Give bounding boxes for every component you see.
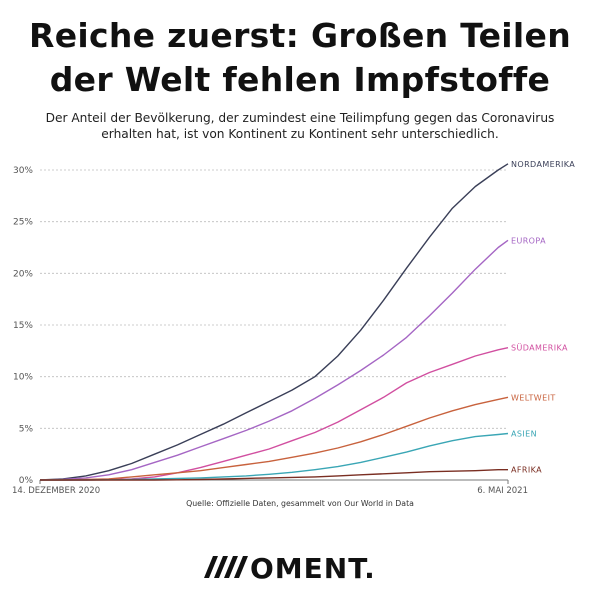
chart-title: Reiche zuerst: Großen Teilen der Welt fe… <box>0 14 600 102</box>
series-line-europa <box>39 239 509 481</box>
series-label-nordamerika: NORDAMERIKA <box>511 160 575 169</box>
y-tick-label: 15% <box>13 321 33 331</box>
svg-text:OMENT.: OMENT. <box>250 552 376 582</box>
series-line-afrika <box>40 469 508 481</box>
series-layer <box>39 163 509 481</box>
y-tick-label: 30% <box>13 166 33 176</box>
y-tick-label: 5% <box>19 424 34 434</box>
series-label-asien: ASIEN <box>511 430 537 439</box>
series-label-sdamerika: SÜDAMERIKA <box>511 343 568 353</box>
series-label-afrika: AFRIKA <box>511 466 542 475</box>
label-layer: NORDAMERIKA EUROPA SÜDAMERIKA WELTWEIT ASIEN… <box>511 160 575 475</box>
subtitle-line-1: Der Anteil der Bevölkerung, der zumindes… <box>45 111 555 125</box>
chart-subtitle: Der Anteil der Bevölkerung, der zumindes… <box>20 111 580 142</box>
logo-text: MOMENT. <box>398 548 399 549</box>
y-tick-label: 10% <box>13 373 33 383</box>
title-line-1: Reiche zuerst: Großen Teilen <box>28 16 572 55</box>
y-tick-label: 20% <box>13 269 33 279</box>
grid-layer <box>40 169 508 481</box>
title-line-2: der Welt fehlen Impfstoffe <box>49 60 551 99</box>
subtitle-line-2: erhalten hat, ist von Kontinent zu Konti… <box>101 126 499 141</box>
series-label-europa: EUROPA <box>511 236 546 245</box>
source-note: Quelle: Offizielle Daten, gesammelt von … <box>186 499 414 508</box>
moment-logo: OMENT. MOMENT. <box>0 548 600 589</box>
y-tick-label: 25% <box>13 218 33 228</box>
series-line-weltweit <box>40 396 509 481</box>
moment-logo-mark: OMENT. <box>204 552 376 585</box>
x-tick-label: 6. MAI 2021 <box>477 486 528 495</box>
series-line-asien <box>40 432 509 481</box>
x-tick-label: 14. DEZEMBER 2020 <box>12 486 100 495</box>
axis-layer: 0% 5% 10% 15% 20% 25% 30% 14. DEZEMBER 2020 6. M… <box>12 166 528 495</box>
series-label-weltweit: WELTWEIT <box>511 393 556 402</box>
series-line-nordamerika <box>39 163 509 481</box>
y-tick-label: 0% <box>19 476 34 486</box>
vaccination-line-chart: 0% 5% 10% 15% 20% 25% 30% 14. DEZEMBER 2020 6. M… <box>12 160 575 495</box>
